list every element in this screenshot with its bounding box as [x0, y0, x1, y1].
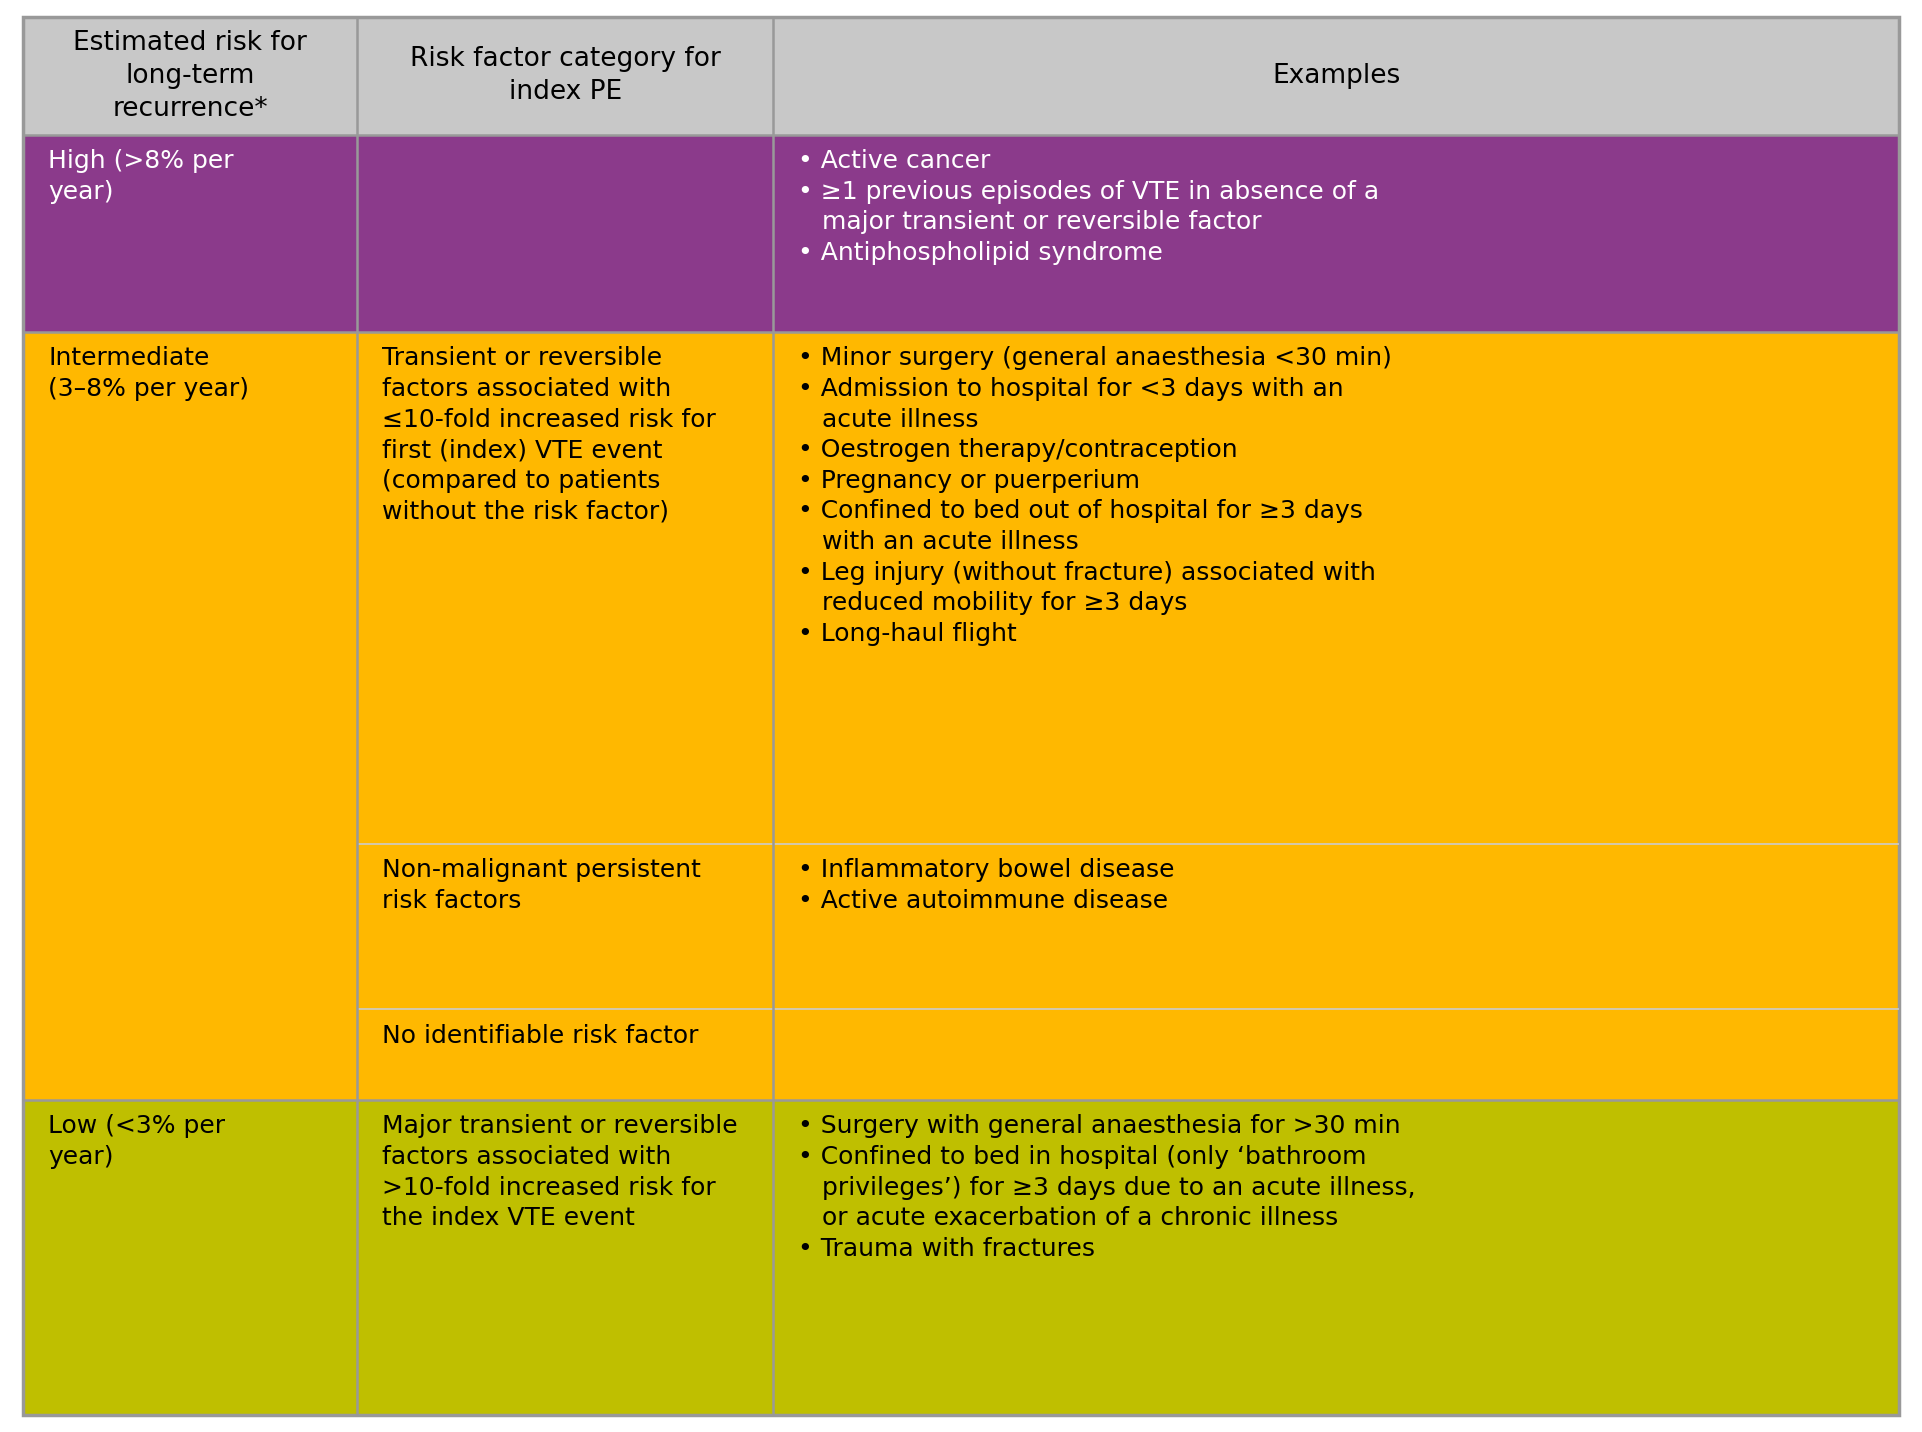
Bar: [23, 1100, 357, 1415]
Text: Risk factor category for
index PE: Risk factor category for index PE: [409, 46, 721, 106]
Text: Estimated risk for
long-term
recurrence*: Estimated risk for long-term recurrence*: [73, 30, 308, 122]
Text: No identifiable risk factor: No identifiable risk factor: [382, 1024, 698, 1048]
Bar: [357, 17, 773, 135]
Text: Examples: Examples: [1272, 63, 1401, 89]
Text: Non-malignant persistent
risk factors: Non-malignant persistent risk factors: [382, 858, 702, 914]
Bar: [357, 135, 773, 332]
Text: Low (<3% per
year): Low (<3% per year): [48, 1114, 225, 1169]
Bar: [357, 332, 773, 843]
Bar: [773, 17, 1899, 135]
Bar: [773, 332, 1899, 843]
Bar: [773, 843, 1899, 1010]
Bar: [773, 1100, 1899, 1415]
Bar: [357, 1010, 773, 1100]
Bar: [23, 135, 357, 332]
Text: • Surgery with general anaesthesia for >30 min
• Confined to bed in hospital (on: • Surgery with general anaesthesia for >…: [798, 1114, 1417, 1262]
Text: • Minor surgery (general anaesthesia <30 min)
• Admission to hospital for <3 day: • Minor surgery (general anaesthesia <30…: [798, 347, 1392, 646]
Bar: [23, 17, 357, 135]
Text: High (>8% per
year): High (>8% per year): [48, 149, 234, 203]
Text: Intermediate
(3–8% per year): Intermediate (3–8% per year): [48, 347, 250, 401]
Bar: [357, 843, 773, 1010]
Text: • Inflammatory bowel disease
• Active autoimmune disease: • Inflammatory bowel disease • Active au…: [798, 858, 1174, 914]
Bar: [357, 1100, 773, 1415]
Text: Transient or reversible
factors associated with
≤10-fold increased risk for
firs: Transient or reversible factors associat…: [382, 347, 715, 524]
Bar: [773, 1010, 1899, 1100]
Bar: [23, 332, 357, 1100]
Text: • Active cancer
• ≥1 previous episodes of VTE in absence of a
   major transient: • Active cancer • ≥1 previous episodes o…: [798, 149, 1380, 265]
Text: Major transient or reversible
factors associated with
>10-fold increased risk fo: Major transient or reversible factors as…: [382, 1114, 738, 1230]
Bar: [773, 135, 1899, 332]
